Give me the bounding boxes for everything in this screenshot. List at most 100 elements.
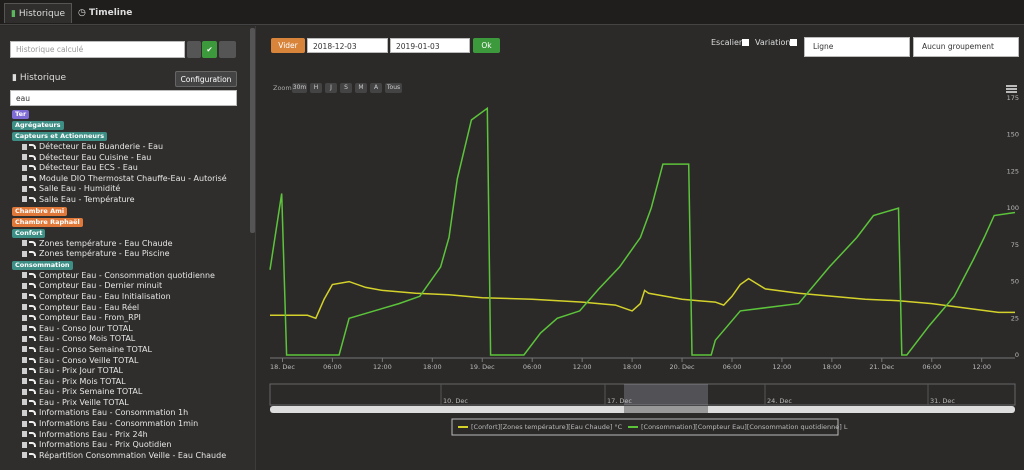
checkbox[interactable] <box>742 39 749 46</box>
filter-input[interactable]: eau <box>10 90 237 106</box>
share-icon <box>29 144 36 149</box>
zoom-button[interactable]: Tous <box>385 83 402 93</box>
delete-icon[interactable] <box>22 452 27 459</box>
item-label[interactable]: Compteur Eau - Eau Initialisation <box>39 291 171 301</box>
delete-icon[interactable] <box>22 272 27 279</box>
group-badge[interactable]: Capteurs et Actionneurs <box>12 132 108 141</box>
delete-icon[interactable] <box>22 196 27 203</box>
item-label[interactable]: Détecteur Eau Cuisine - Eau <box>39 152 152 162</box>
ok-button[interactable]: ✔ <box>202 41 217 58</box>
group-badge[interactable]: Confort <box>12 228 46 238</box>
item-label[interactable]: Informations Eau - Prix 24h <box>39 429 148 439</box>
y-tick-label: 125 <box>1007 167 1019 175</box>
item-label[interactable]: Répartition Consommation Veille - Eau Ch… <box>39 450 227 460</box>
item-label[interactable]: Eau - Prix Mois TOTAL <box>39 376 126 386</box>
group-badge[interactable]: Chambre Raphaël <box>12 217 83 227</box>
tree-item: Compteur Eau - Dernier minuit <box>0 281 248 292</box>
delete-icon[interactable] <box>22 325 27 332</box>
delete-icon[interactable] <box>22 367 27 374</box>
tree-group: Capteurs et Actionneurs <box>0 131 248 142</box>
x-tick-label: 12:00 <box>573 363 592 371</box>
item-label[interactable]: Module DIO Thermostat Chauffe-Eau - Auto… <box>39 173 227 183</box>
item-label[interactable]: Eau - Prix Veille TOTAL <box>39 397 129 407</box>
zoom-button[interactable]: 30m <box>292 83 307 93</box>
zoom-button[interactable]: A <box>370 83 382 93</box>
item-label[interactable]: Compteur Eau - Consommation quotidienne <box>39 270 215 280</box>
series-line <box>269 106 1016 356</box>
item-label[interactable]: Salle Eau - Humidité <box>39 184 121 194</box>
delete-icon[interactable] <box>22 240 27 247</box>
share-icon <box>29 272 36 278</box>
share-icon <box>29 175 36 181</box>
delete-icon[interactable] <box>22 314 27 321</box>
settings-button[interactable] <box>219 41 236 58</box>
delete-icon[interactable] <box>22 143 27 150</box>
delete-icon[interactable] <box>22 154 27 161</box>
item-label[interactable]: Informations Eau - Consommation 1h <box>39 408 189 418</box>
item-label[interactable]: Zones température - Eau Chaude <box>39 238 173 248</box>
grouping-select[interactable]: Aucun groupement <box>913 37 1019 57</box>
delete-icon[interactable] <box>22 304 27 311</box>
chart-type-select[interactable]: Ligne <box>804 37 910 57</box>
group-badge[interactable]: Chambre Ami <box>12 206 68 216</box>
tab[interactable]: ▮ Historique <box>4 3 72 23</box>
delete-icon[interactable] <box>22 399 27 406</box>
end-date[interactable]: 2019-01-03 <box>390 38 470 53</box>
x-tick-label: 20. Dec <box>670 363 695 371</box>
item-label[interactable]: Zones température - Eau Piscine <box>39 249 170 259</box>
item-label[interactable]: Détecteur Eau ECS - Eau <box>39 163 138 173</box>
delete-icon[interactable] <box>22 175 27 182</box>
item-label[interactable]: Détecteur Eau Buanderie - Eau <box>39 142 164 151</box>
scrollbar-thumb[interactable] <box>624 406 708 413</box>
zoom-button[interactable]: S <box>340 83 352 93</box>
item-label[interactable]: Compteur Eau - From_RPI <box>39 313 141 323</box>
item-label[interactable]: Compteur Eau - Dernier minuit <box>39 281 163 291</box>
item-label[interactable]: Eau - Prix Semaine TOTAL <box>39 387 143 397</box>
tree-item: Informations Eau - Prix Quotidien <box>0 440 248 451</box>
delete-icon[interactable] <box>22 164 27 171</box>
legend-label[interactable]: [Confort][Zones température][Eau Chaude]… <box>471 423 623 431</box>
item-label[interactable]: Eau - Conso Veille TOTAL <box>39 355 139 365</box>
tab[interactable]: ◷ Timeline <box>78 8 133 18</box>
delete-icon[interactable] <box>22 388 27 395</box>
item-label[interactable]: Eau - Prix Jour TOTAL <box>39 366 124 376</box>
group-badge[interactable]: Consommation <box>12 260 73 270</box>
item-label[interactable]: Salle Eau - Température <box>39 194 135 204</box>
menu-button[interactable] <box>1006 85 1017 93</box>
item-label[interactable]: Eau - Conso Mois TOTAL <box>39 334 136 344</box>
delete-icon[interactable] <box>22 346 27 353</box>
start-date[interactable]: 2018-12-03 <box>307 38 388 53</box>
delete-icon[interactable] <box>22 441 27 448</box>
list-button[interactable] <box>187 41 201 58</box>
clear-button[interactable]: Vider <box>271 38 305 53</box>
delete-icon[interactable] <box>22 250 27 257</box>
group-badge[interactable]: Ter <box>12 110 30 119</box>
item-label[interactable]: Eau - Conso Semaine TOTAL <box>39 344 152 354</box>
group-badge[interactable]: Agrégateurs <box>12 121 64 130</box>
variation-label: Variation <box>755 38 791 47</box>
delete-icon[interactable] <box>22 409 27 416</box>
delete-icon[interactable] <box>22 420 27 427</box>
item-label[interactable]: Compteur Eau - Eau Réel <box>39 302 140 312</box>
delete-icon[interactable] <box>22 335 27 342</box>
delete-icon[interactable] <box>22 431 27 438</box>
tree-item: Compteur Eau - Consommation quotidienne <box>0 271 248 282</box>
tree-group: Confort <box>0 228 248 239</box>
legend-label[interactable]: [Consommation][Compteur Eau][Consommatio… <box>641 423 848 431</box>
checkbox[interactable] <box>790 39 797 46</box>
delete-icon[interactable] <box>22 378 27 385</box>
search-input[interactable]: Historique calculé <box>10 41 185 58</box>
zoom-button[interactable]: J <box>325 83 337 93</box>
item-label[interactable]: Informations Eau - Prix Quotidien <box>39 440 172 450</box>
item-label[interactable]: Informations Eau - Consommation 1min <box>39 419 199 429</box>
ok-button[interactable]: Ok <box>473 38 500 53</box>
item-label[interactable]: Eau - Conso Jour TOTAL <box>39 323 133 333</box>
delete-icon[interactable] <box>22 357 27 363</box>
zoom-button[interactable]: H <box>310 83 322 93</box>
zoom-button[interactable]: M <box>355 83 367 93</box>
delete-icon[interactable] <box>22 185 27 192</box>
config-button[interactable]: Configuration <box>175 71 237 87</box>
delete-icon[interactable] <box>22 293 27 300</box>
delete-icon[interactable] <box>22 282 27 289</box>
